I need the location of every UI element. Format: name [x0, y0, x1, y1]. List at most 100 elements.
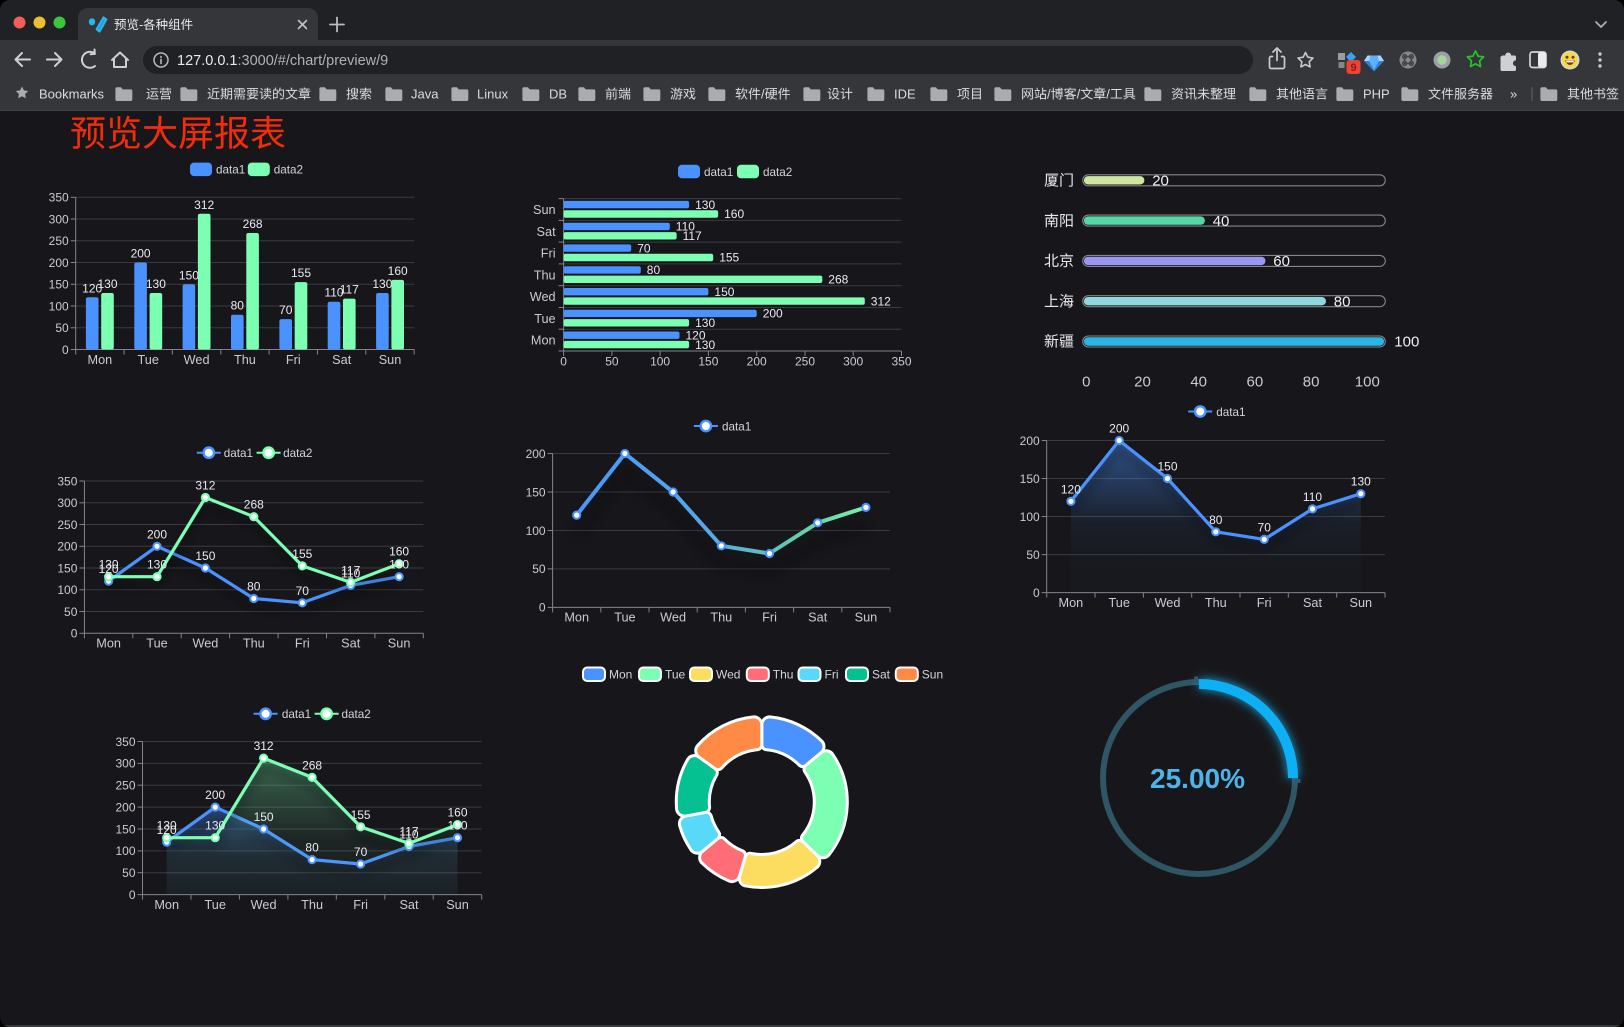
svg-text:160: 160: [447, 804, 467, 821]
svg-text:300: 300: [115, 755, 135, 772]
svg-text:data2: data2: [283, 444, 312, 461]
svg-text:50: 50: [1026, 546, 1040, 563]
svg-text:268: 268: [244, 496, 264, 513]
svg-text:130: 130: [146, 275, 166, 292]
svg-text:80: 80: [1334, 290, 1351, 311]
svg-text:160: 160: [724, 205, 744, 222]
svg-text:200: 200: [747, 353, 767, 370]
svg-text:Tue: Tue: [614, 607, 635, 626]
svg-text:150: 150: [49, 276, 69, 293]
svg-text:厦门: 厦门: [1044, 170, 1074, 191]
svg-text:100: 100: [526, 522, 546, 539]
svg-text:110: 110: [676, 218, 695, 235]
svg-text:120: 120: [99, 560, 119, 577]
svg-text:200: 200: [115, 798, 135, 815]
svg-text:Sat: Sat: [808, 607, 828, 626]
svg-text:120: 120: [82, 279, 102, 296]
svg-text:Wed: Wed: [660, 607, 686, 626]
svg-text:70: 70: [354, 843, 368, 860]
svg-text:300: 300: [49, 210, 69, 227]
svg-text:200: 200: [1109, 420, 1129, 437]
svg-text:127.0.0.1:3000/#/chart/preview: 127.0.0.1:3000/#/chart/preview/9: [177, 49, 388, 70]
svg-text:117: 117: [399, 822, 418, 839]
svg-text:Mon: Mon: [531, 330, 556, 349]
svg-text:100: 100: [57, 581, 77, 598]
svg-text:Fri: Fri: [541, 243, 556, 262]
svg-text:100: 100: [1020, 508, 1040, 525]
svg-text:150: 150: [526, 483, 546, 500]
svg-text:data1: data1: [722, 417, 751, 434]
svg-text:80: 80: [247, 578, 261, 595]
svg-text:268: 268: [243, 215, 263, 232]
svg-text:70: 70: [296, 582, 310, 599]
svg-text:设计: 设计: [827, 84, 853, 103]
svg-text:155: 155: [292, 545, 312, 562]
svg-text:预览-各种组件: 预览-各种组件: [114, 14, 193, 33]
svg-text:120: 120: [157, 821, 177, 838]
svg-text:20: 20: [1152, 170, 1169, 191]
svg-text:130: 130: [695, 336, 715, 353]
svg-text:312: 312: [871, 292, 891, 309]
svg-text:100: 100: [1355, 371, 1380, 392]
svg-text:Mon: Mon: [96, 633, 121, 652]
svg-text:»: »: [1510, 84, 1517, 103]
svg-text:100: 100: [1394, 331, 1419, 352]
svg-text:IDE: IDE: [894, 84, 916, 103]
svg-text:Tue: Tue: [137, 349, 158, 368]
svg-text:Tue: Tue: [204, 894, 225, 913]
svg-text:0: 0: [129, 886, 136, 903]
svg-text:312: 312: [254, 737, 274, 754]
svg-text:120: 120: [1061, 480, 1081, 497]
svg-text:文件服务器: 文件服务器: [1428, 84, 1493, 103]
svg-text:100: 100: [115, 842, 135, 859]
svg-text:250: 250: [49, 232, 69, 249]
svg-text:60: 60: [1247, 371, 1264, 392]
svg-text:130: 130: [97, 275, 117, 292]
svg-text:117: 117: [340, 281, 359, 298]
svg-text:Sun: Sun: [1350, 592, 1373, 611]
svg-text:40: 40: [1213, 210, 1230, 231]
svg-text:110: 110: [324, 284, 343, 301]
svg-text:项目: 项目: [957, 84, 983, 103]
svg-text:Sun: Sun: [533, 199, 556, 218]
svg-text:Wed: Wed: [1155, 592, 1181, 611]
svg-text:350: 350: [115, 733, 135, 750]
svg-text:70: 70: [1258, 518, 1272, 535]
svg-text:100: 100: [49, 297, 69, 314]
svg-text:0: 0: [1033, 584, 1040, 601]
svg-text:300: 300: [57, 494, 77, 511]
svg-text:DB: DB: [549, 84, 567, 103]
svg-text:Tue: Tue: [1108, 592, 1129, 611]
svg-text:150: 150: [1157, 458, 1177, 475]
svg-text:350: 350: [891, 353, 911, 370]
svg-text:200: 200: [205, 786, 225, 803]
svg-text:data2: data2: [763, 163, 792, 180]
svg-text:0: 0: [539, 599, 546, 616]
svg-text:其他语言: 其他语言: [1276, 84, 1328, 103]
svg-text:155: 155: [351, 806, 371, 823]
svg-text:网站/博客/文章/工具: 网站/博客/文章/工具: [1021, 84, 1136, 103]
svg-text:300: 300: [843, 353, 863, 370]
svg-text:130: 130: [147, 556, 167, 573]
svg-text:Wed: Wed: [530, 286, 556, 305]
svg-text:150: 150: [254, 808, 274, 825]
svg-text:60: 60: [1273, 250, 1290, 271]
svg-text:150: 150: [115, 820, 135, 837]
svg-text:其他书签: 其他书签: [1567, 84, 1619, 103]
svg-text:130: 130: [389, 556, 409, 573]
svg-text:250: 250: [795, 353, 815, 370]
svg-text:200: 200: [57, 538, 77, 555]
svg-text:130: 130: [157, 817, 177, 834]
svg-text:Mon: Mon: [1059, 592, 1084, 611]
svg-text:150: 150: [179, 266, 199, 283]
svg-text:160: 160: [388, 262, 408, 279]
svg-text:运营: 运营: [146, 84, 172, 103]
svg-text:0: 0: [560, 353, 567, 370]
svg-text:近期需要读的文章: 近期需要读的文章: [207, 84, 311, 103]
svg-text:Java: Java: [411, 84, 439, 103]
svg-text:Thu: Thu: [1205, 592, 1227, 611]
svg-text:Sun: Sun: [855, 607, 878, 626]
svg-text:200: 200: [49, 254, 69, 271]
svg-text:Fri: Fri: [286, 349, 301, 368]
svg-text:130: 130: [695, 314, 715, 331]
